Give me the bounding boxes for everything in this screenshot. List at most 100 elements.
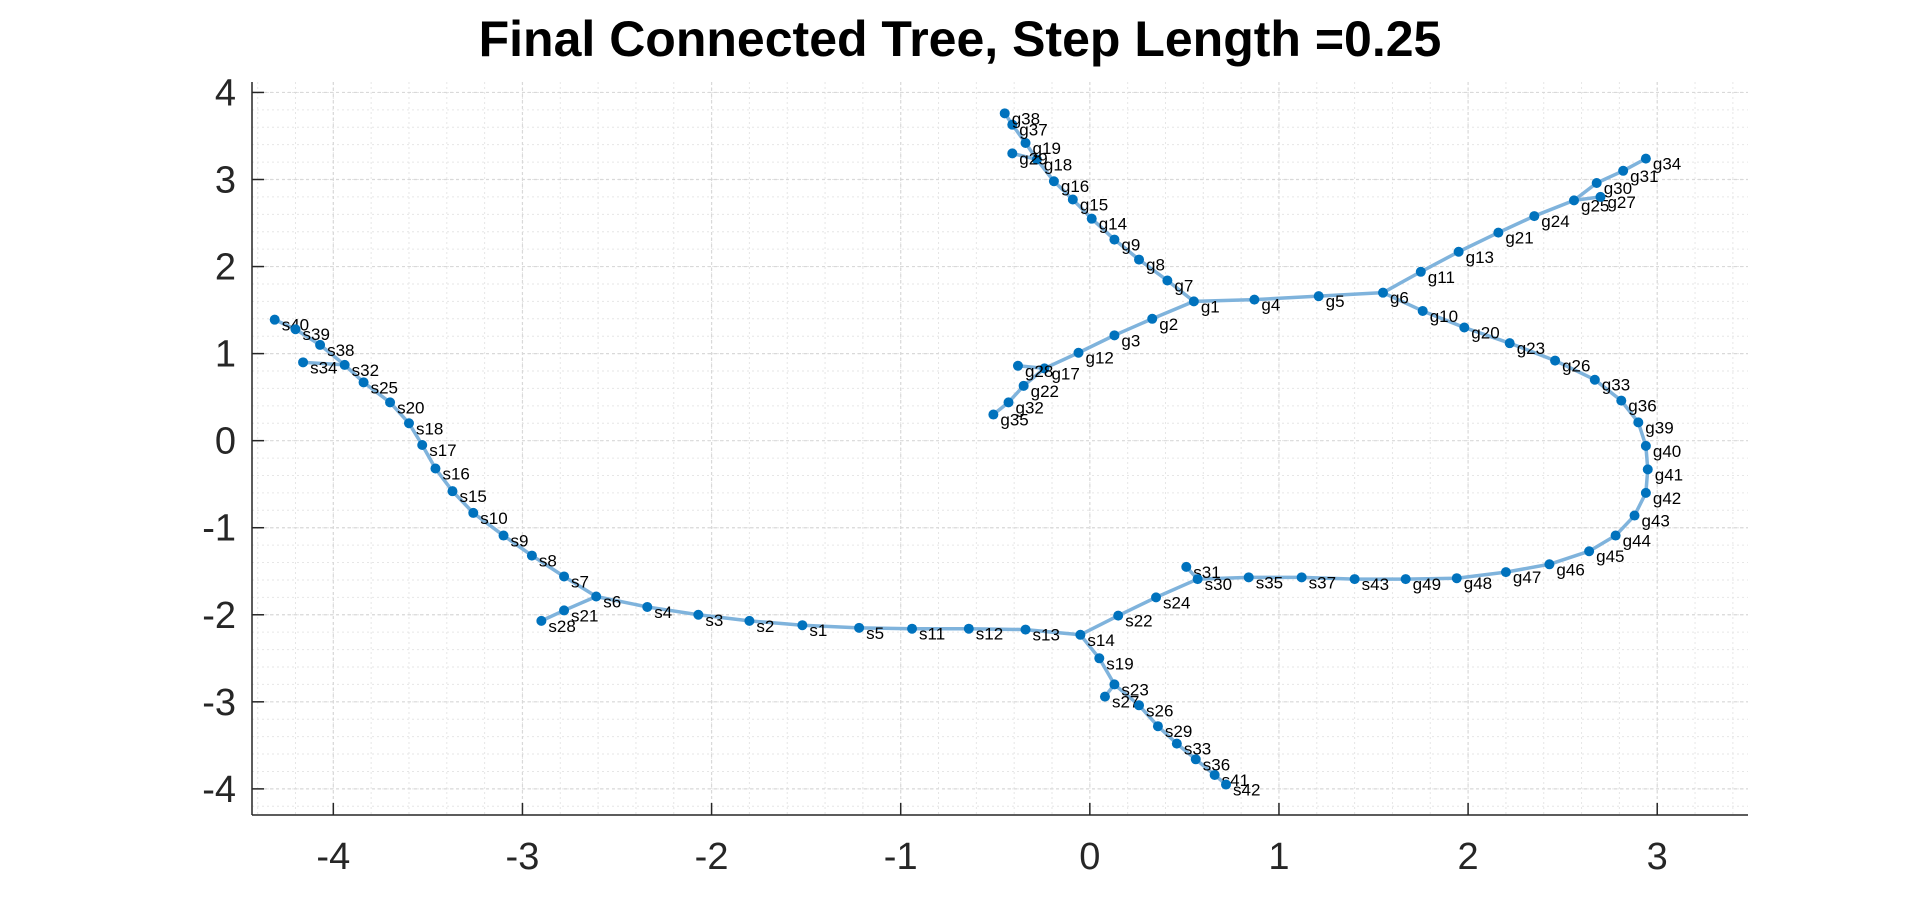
- node-label: g45: [1596, 547, 1624, 566]
- node-point: [358, 377, 369, 388]
- node-label: s35: [1256, 573, 1283, 592]
- node-label: s23: [1121, 680, 1148, 699]
- tree-edge: [645, 605, 701, 617]
- node-label: s9: [511, 532, 529, 551]
- node-point: [797, 620, 808, 631]
- node-point: [315, 339, 326, 350]
- node-label: s15: [459, 487, 486, 506]
- node-label: g4: [1261, 296, 1280, 315]
- tree-edge: [562, 594, 598, 613]
- node-label: s38: [327, 341, 354, 360]
- node-point: [1188, 296, 1199, 307]
- node-label: s30: [1205, 575, 1232, 594]
- node-label: s21: [571, 606, 598, 625]
- node-point: [693, 609, 704, 620]
- node-point: [1018, 380, 1029, 391]
- node-point: [1039, 363, 1050, 374]
- node-label: g25: [1581, 196, 1609, 215]
- node-point: [403, 418, 414, 429]
- node-point: [1640, 487, 1651, 498]
- node-point: [1151, 592, 1162, 603]
- node-label: s18: [416, 419, 443, 438]
- node-point: [1067, 194, 1078, 205]
- node-label: g16: [1061, 177, 1089, 196]
- tree-edge: [1547, 549, 1591, 567]
- y-tick-label: -4: [202, 769, 236, 811]
- node-point: [1020, 624, 1031, 635]
- nodes: s40s39s38s34s32s25s20s18s17s16s15s10s9s8…: [269, 108, 1683, 800]
- node-point: [1453, 246, 1464, 257]
- node-point: [1094, 653, 1105, 664]
- node-label: g44: [1623, 532, 1651, 551]
- node-point: [269, 314, 280, 325]
- tree-edge: [1076, 333, 1117, 355]
- tree-edge: [450, 489, 476, 515]
- tree-edge: [1195, 575, 1251, 581]
- node-point: [1377, 287, 1388, 298]
- node-point: [1616, 395, 1627, 406]
- node-label: g26: [1562, 357, 1590, 376]
- tree-edge: [562, 574, 598, 599]
- node-label: g10: [1430, 307, 1458, 326]
- node-label: g6: [1390, 289, 1409, 308]
- y-tick-label: 2: [215, 247, 236, 289]
- node-label: g49: [1413, 575, 1441, 594]
- y-tick-label: 1: [215, 334, 236, 376]
- tree-edge: [301, 360, 347, 367]
- tree-edge: [1593, 377, 1624, 403]
- tree-edge: [1507, 341, 1557, 363]
- node-label: s2: [756, 617, 774, 636]
- tree-edge: [1089, 216, 1117, 242]
- tree-edge: [1419, 250, 1461, 274]
- node-point: [1640, 153, 1651, 164]
- node-point: [1134, 254, 1145, 265]
- node-label: g1: [1201, 297, 1220, 316]
- node-point: [1007, 119, 1018, 130]
- y-tick-label: -1: [202, 508, 236, 550]
- node-label: g46: [1556, 560, 1584, 579]
- node-point: [1007, 148, 1018, 159]
- tree-edge: [1420, 309, 1467, 330]
- tree-edge: [1192, 297, 1257, 304]
- tree-edge: [1116, 595, 1158, 618]
- tree-edge: [1042, 350, 1081, 371]
- node-point: [1020, 137, 1031, 148]
- tree-edge: [696, 613, 752, 623]
- node-point: [559, 571, 570, 582]
- node-label: g48: [1464, 574, 1492, 593]
- x-tick-label: -3: [506, 836, 540, 878]
- node-label: s5: [866, 624, 884, 643]
- tree-edge: [1403, 576, 1459, 581]
- node-point: [744, 615, 755, 626]
- node-label: s29: [1165, 722, 1192, 741]
- node-label: s34: [310, 358, 337, 377]
- tree-edge: [501, 533, 534, 558]
- tree-edge: [318, 343, 347, 367]
- node-point: [642, 601, 653, 612]
- tree-edge: [1496, 214, 1537, 235]
- node-label: s12: [976, 625, 1003, 644]
- node-label: s6: [603, 592, 621, 611]
- tree-edge: [857, 626, 914, 631]
- tree-edge: [1154, 577, 1200, 600]
- tree-edge: [1381, 290, 1425, 313]
- node-label: g7: [1174, 276, 1193, 295]
- node-point: [1003, 397, 1014, 408]
- node-point: [468, 507, 479, 518]
- x-tick-label: -2: [695, 836, 729, 878]
- node-label: g11: [1428, 268, 1455, 287]
- node-label: g24: [1541, 212, 1569, 231]
- node-point: [1171, 738, 1182, 749]
- node-label: s39: [302, 325, 329, 344]
- node-label: s10: [480, 509, 507, 528]
- node-label: g41: [1655, 465, 1683, 484]
- node-point: [526, 550, 537, 561]
- node-point: [1296, 572, 1307, 583]
- node-label: g15: [1080, 196, 1108, 215]
- y-tick-label: 4: [215, 72, 236, 114]
- node-point: [536, 615, 547, 626]
- x-tick-label: 2: [1458, 836, 1479, 878]
- node-label: g13: [1466, 248, 1494, 267]
- y-tick-label: -3: [202, 682, 236, 724]
- tree-edge: [1112, 317, 1154, 338]
